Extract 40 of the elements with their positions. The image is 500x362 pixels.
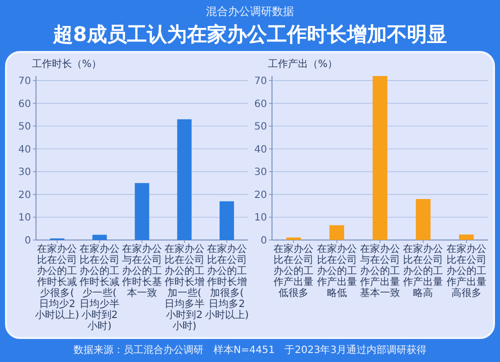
bar: [372, 76, 388, 240]
x-tick-label: 在家办公比在公司办公的工作时长减少很多(日均少2小时以上): [35, 243, 80, 321]
y-tick-label: 10: [254, 212, 267, 224]
y-tick-label: 60: [18, 98, 31, 110]
y-tick-label: 40: [254, 144, 267, 156]
y-tick-label: 40: [18, 144, 31, 156]
y-tick-label: 70: [18, 76, 31, 88]
bar: [177, 119, 192, 240]
y-tick-label: 20: [18, 190, 31, 201]
y-tick-label: 10: [18, 212, 31, 224]
bar: [329, 225, 344, 240]
x-tick-label: 在家办公比在公司办公的工作时长增加一些(日均多半小时到2小时): [163, 243, 204, 332]
y-tick-label: 0: [260, 236, 267, 246]
x-tick-label: 在家办公比在公司办公的工作产出量略低: [316, 243, 357, 299]
chart-title: 超8成员工认为在家办公工作时长增加不明显: [52, 22, 447, 46]
y-tick-label: 70: [254, 76, 267, 88]
x-tick-label: 在家办公比在公司办公的工作产出量低很多: [272, 243, 314, 299]
bar: [220, 201, 234, 240]
x-tick-label: 在家办公比在公司办公的工作产出量略高: [402, 243, 444, 299]
x-tick-label: 在家办公与在公司办公的工作时长基本一致: [121, 243, 162, 299]
x-tick-label: 在家办公比在公司办公的工作产出量高很多: [445, 243, 486, 299]
y-tick-label: 30: [18, 167, 31, 178]
x-tick-label: 在家办公与在公司办公的工作产出量基本一致: [359, 243, 400, 299]
x-tick-label: 在家办公比在公司办公的工作时长增加很多(日均多2小时以上): [204, 243, 249, 321]
y-tick-label: 0: [24, 236, 31, 246]
bar: [134, 183, 150, 240]
y-tick-label: 50: [18, 122, 31, 133]
y-tick-label: 30: [254, 167, 267, 178]
y-tick-label: 50: [254, 122, 267, 133]
bar: [459, 234, 474, 240]
bar: [416, 199, 431, 240]
y-axis-title: 工作时长（%）: [32, 58, 102, 70]
y-tick-label: 20: [254, 190, 267, 201]
bar: [92, 234, 107, 240]
x-tick-label: 在家办公比在公司办公的工作时长减少一些(日均少半小时到2小时): [78, 243, 120, 332]
y-tick-label: 60: [254, 98, 267, 110]
chart-subtitle: 混合办公调研数据: [206, 5, 294, 18]
bar: [286, 237, 301, 240]
source-note: 数据来源：员工混合办公调研 样本N=4451 于2023年3月通过内部调研获得: [73, 344, 427, 356]
y-axis-title: 工作产出（%）: [268, 58, 338, 70]
